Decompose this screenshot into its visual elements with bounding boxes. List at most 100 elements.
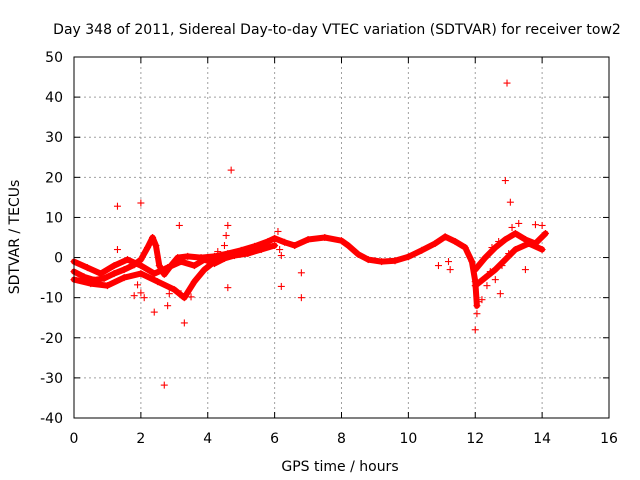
- outlier-point: [506, 198, 514, 206]
- y-tick-label: 50: [45, 50, 63, 66]
- outlier-point: [90, 278, 98, 286]
- band-point: [538, 246, 546, 254]
- outlier-point: [165, 290, 173, 298]
- outlier-point: [150, 308, 158, 316]
- outlier-point: [80, 274, 88, 282]
- band-point: [281, 238, 289, 246]
- band-point: [501, 256, 509, 264]
- band-point: [473, 302, 481, 310]
- band-point: [251, 242, 259, 250]
- outlier-point: [276, 246, 284, 254]
- band-point: [354, 250, 362, 258]
- band-point: [321, 234, 329, 241]
- outlier-point: [175, 221, 183, 229]
- band-point: [120, 274, 128, 282]
- band-point: [511, 229, 519, 237]
- outlier-point: [508, 223, 516, 231]
- outlier-point: [187, 293, 195, 301]
- outlier-point: [227, 166, 235, 174]
- y-tick-label: -40: [40, 411, 63, 427]
- outlier-point: [297, 269, 305, 277]
- band-point: [160, 270, 168, 278]
- outlier-point: [160, 381, 168, 389]
- outlier-point: [471, 326, 479, 334]
- band-point: [541, 229, 549, 237]
- band-point: [137, 262, 145, 270]
- band-point: [531, 240, 539, 248]
- band-point: [124, 256, 131, 264]
- outlier-point: [277, 252, 285, 260]
- band-point: [103, 282, 111, 290]
- outlier-point: [475, 298, 483, 306]
- data-points: [70, 79, 549, 389]
- band-point: [338, 237, 345, 245]
- gridlines: [74, 57, 609, 418]
- y-tick-label: 20: [45, 170, 63, 186]
- band-point: [137, 256, 145, 264]
- y-tick-label: -20: [40, 331, 63, 347]
- band-point: [471, 266, 479, 274]
- outlier-point: [498, 262, 506, 270]
- band-point: [110, 270, 118, 278]
- outlier-point: [521, 266, 529, 274]
- outlier-point: [277, 282, 285, 290]
- band-point: [418, 246, 426, 254]
- outlier-point: [180, 319, 188, 327]
- band-point: [244, 250, 252, 258]
- y-axis-title: SDTVAR / TECUs: [7, 180, 23, 295]
- band-point: [164, 264, 172, 272]
- band-point: [150, 270, 158, 278]
- band-dense_band_main: [71, 233, 480, 309]
- y-tick-label: -30: [40, 371, 63, 387]
- outlier-point: [177, 290, 185, 298]
- x-tick-label: 0: [70, 431, 79, 447]
- band-point: [257, 246, 265, 254]
- band-point: [152, 242, 160, 250]
- band-point: [137, 270, 145, 278]
- outlier-point: [220, 242, 228, 250]
- band-point: [431, 240, 439, 248]
- outlier-point: [503, 79, 511, 87]
- band-point: [491, 266, 499, 274]
- band-point: [271, 242, 279, 250]
- band-point: [224, 250, 232, 258]
- band-point: [174, 254, 182, 262]
- y-tick-label: 40: [45, 90, 63, 106]
- band-point: [378, 258, 386, 266]
- x-tick-label: 6: [270, 431, 279, 447]
- band-point: [190, 262, 198, 270]
- band-point: [481, 254, 489, 262]
- band-point: [120, 266, 128, 274]
- outlier-point: [434, 262, 442, 270]
- band-point: [471, 282, 479, 290]
- band-point: [404, 253, 412, 261]
- outlier-point: [224, 284, 232, 292]
- band-point: [130, 261, 138, 269]
- band-point: [501, 236, 509, 244]
- x-axis-title: GPS time / hours: [281, 459, 398, 475]
- x-tick-label: 10: [399, 431, 417, 447]
- outlier-point: [113, 202, 121, 210]
- y-tick-label: 0: [54, 251, 63, 267]
- outlier-point: [274, 227, 282, 235]
- band-point: [190, 278, 198, 286]
- band-point: [231, 252, 238, 260]
- outlier-point: [164, 302, 172, 310]
- band-point: [155, 262, 163, 270]
- band-point: [110, 262, 118, 270]
- outlier-point: [496, 290, 504, 298]
- outlier-point: [538, 221, 546, 229]
- band-point: [184, 252, 192, 260]
- outlier-point: [505, 250, 513, 258]
- outlier-point: [224, 221, 232, 229]
- x-tick-label: 14: [533, 431, 551, 447]
- band-point: [83, 264, 91, 272]
- band-point: [100, 274, 108, 282]
- band-point: [210, 258, 218, 266]
- outlier-point: [297, 294, 305, 302]
- outlier-point: [446, 266, 454, 274]
- x-tick-label: 12: [466, 431, 484, 447]
- outlier-point: [113, 246, 121, 254]
- x-tick-label: 16: [600, 431, 618, 447]
- band-point: [271, 234, 279, 242]
